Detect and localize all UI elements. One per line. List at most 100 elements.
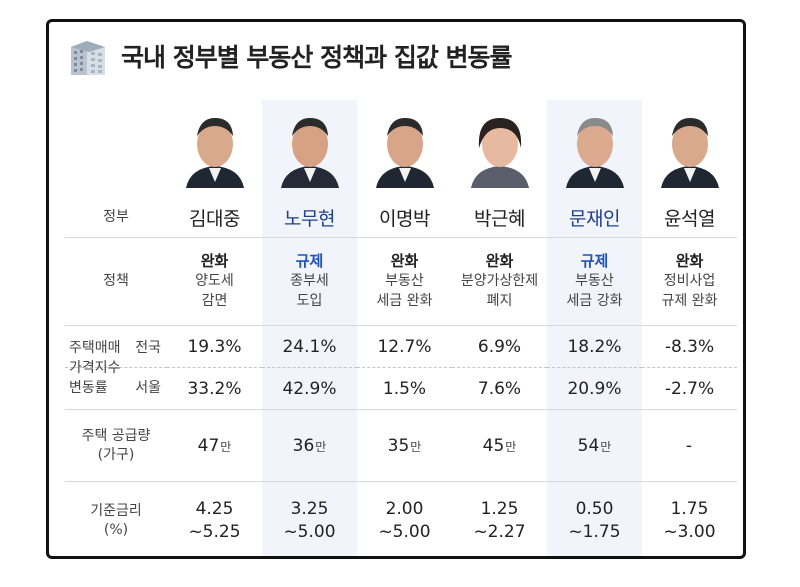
supply-unit: 만	[410, 439, 422, 454]
policy-desc: 종부세	[290, 273, 329, 290]
rate-cell: 2.00 ~5.00	[357, 482, 452, 556]
supply-label-cell: 주택 공급량 (가구)	[65, 410, 167, 482]
policy-type: 완화	[200, 252, 229, 271]
policy-cell: 완화 양도세 감면	[167, 238, 262, 326]
policy-label-cell: 정책	[65, 238, 167, 326]
price-row-3: 변동률 서울	[69, 378, 167, 398]
supply-cell: -	[642, 410, 737, 482]
price-label-cell-bottom	[65, 368, 167, 410]
portrait-cell	[452, 100, 547, 198]
rate-high: ~5.25	[188, 522, 241, 542]
nationwide-value: -8.3%	[664, 336, 715, 357]
nationwide-cell: 24.1%	[262, 326, 357, 368]
supply-unit: 만	[315, 439, 327, 454]
nationwide-value: 19.3%	[187, 336, 242, 357]
policy-cell: 완화 정비사업 규제 완화	[642, 238, 737, 326]
policy-type: 완화	[390, 252, 419, 271]
building-icon	[71, 41, 105, 75]
supply-cell: 45만	[452, 410, 547, 482]
rate-cell: 1.75 ~3.00	[642, 482, 737, 556]
price-label-line-3: 변동률	[69, 380, 108, 397]
seoul-label: 서울	[135, 380, 161, 397]
rate-high: ~2.27	[473, 522, 526, 542]
government-name: 김대중	[189, 208, 240, 230]
government-name: 노무현	[284, 208, 335, 230]
policy-desc: 감면	[201, 293, 228, 309]
rate-label: 기준금리	[90, 503, 142, 520]
portrait-cell	[547, 100, 642, 198]
rate-cell: 1.25 ~2.27	[452, 482, 547, 556]
nationwide-value: 18.2%	[567, 336, 622, 357]
page-title: 국내 정부별 부동산 정책과 집값 변동률	[121, 43, 513, 72]
supply-unit: 만	[505, 439, 517, 454]
portrait	[660, 118, 719, 188]
portrait-cell	[262, 100, 357, 198]
name-cell: 박근혜	[452, 198, 547, 238]
portrait	[565, 118, 624, 188]
policy-cell: 규제 종부세 도입	[262, 238, 357, 326]
policy-desc: 폐지	[486, 293, 513, 309]
policy-desc: 세금 완화	[376, 293, 433, 309]
seoul-cell: 42.9%	[262, 368, 357, 410]
supply-cell: 36만	[262, 410, 357, 482]
rate-low: 4.25	[195, 499, 234, 520]
government-name: 이명박	[379, 208, 430, 230]
policy-cell: 규제 부동산 세금 강화	[547, 238, 642, 326]
rate-unit-label: (%)	[103, 522, 129, 538]
name-cell: 김대중	[167, 198, 262, 238]
supply-unit: 만	[600, 439, 612, 454]
seoul-cell: 7.6%	[452, 368, 547, 410]
supply-unit-label: (가구)	[97, 446, 135, 463]
rate-low: 2.00	[385, 499, 424, 520]
policy-label: 정책	[103, 273, 129, 290]
corner-cell	[65, 100, 167, 198]
price-row-1: 주택매매 전국	[69, 338, 167, 358]
seoul-value: 42.9%	[282, 378, 337, 399]
nationwide-label: 전국	[135, 339, 161, 356]
header: 국내 정부별 부동산 정책과 집값 변동률	[67, 34, 513, 78]
supply-value: 35	[387, 435, 410, 456]
seoul-value: 7.6%	[477, 378, 522, 399]
policy-desc: 양도세	[195, 273, 234, 290]
nationwide-cell: 6.9%	[452, 326, 547, 368]
rate-high: ~3.00	[663, 522, 716, 542]
nationwide-value: 24.1%	[282, 336, 337, 357]
rate-cell: 4.25 ~5.25	[167, 482, 262, 556]
nationwide-cell: 12.7%	[357, 326, 452, 368]
rate-low: 1.25	[480, 499, 519, 520]
policy-desc: 도입	[296, 293, 323, 309]
name-cell: 노무현	[262, 198, 357, 238]
government-name: 박근혜	[474, 208, 525, 230]
seoul-value: -2.7%	[664, 378, 715, 399]
policy-desc: 부동산	[575, 273, 614, 290]
policy-type: 완화	[675, 252, 704, 271]
seoul-value: 1.5%	[382, 378, 427, 399]
portrait-cell	[167, 100, 262, 198]
government-name: 문재인	[569, 208, 620, 230]
supply-value: 36	[292, 435, 315, 456]
infographic-frame: 국내 정부별 부동산 정책과 집값 변동률	[46, 19, 746, 559]
supply-value: 45	[482, 435, 505, 456]
price-label-line-1: 주택매매	[69, 339, 121, 356]
price-label-line-2: 가격지수	[69, 359, 121, 376]
supply-value: -	[685, 435, 693, 456]
seoul-cell: -2.7%	[642, 368, 737, 410]
policy-desc: 분양가상한제	[460, 273, 539, 290]
seoul-value: 20.9%	[567, 378, 622, 399]
policy-desc: 규제 완화	[661, 293, 718, 309]
policy-desc: 부동산	[385, 273, 424, 290]
nationwide-cell: -8.3%	[642, 326, 737, 368]
portrait-cell	[642, 100, 737, 198]
portrait	[280, 118, 339, 188]
rate-cell: 0.50 ~1.75	[547, 482, 642, 556]
rate-high: ~5.00	[283, 522, 336, 542]
rate-cell: 3.25 ~5.00	[262, 482, 357, 556]
supply-value: 47	[197, 435, 220, 456]
policy-type: 규제	[580, 252, 609, 271]
nationwide-value: 6.9%	[477, 336, 522, 357]
government-name: 윤석열	[664, 208, 715, 230]
name-cell: 이명박	[357, 198, 452, 238]
price-row-2: 가격지수	[69, 358, 167, 378]
supply-unit: 만	[220, 439, 232, 454]
rate-low: 3.25	[290, 499, 329, 520]
